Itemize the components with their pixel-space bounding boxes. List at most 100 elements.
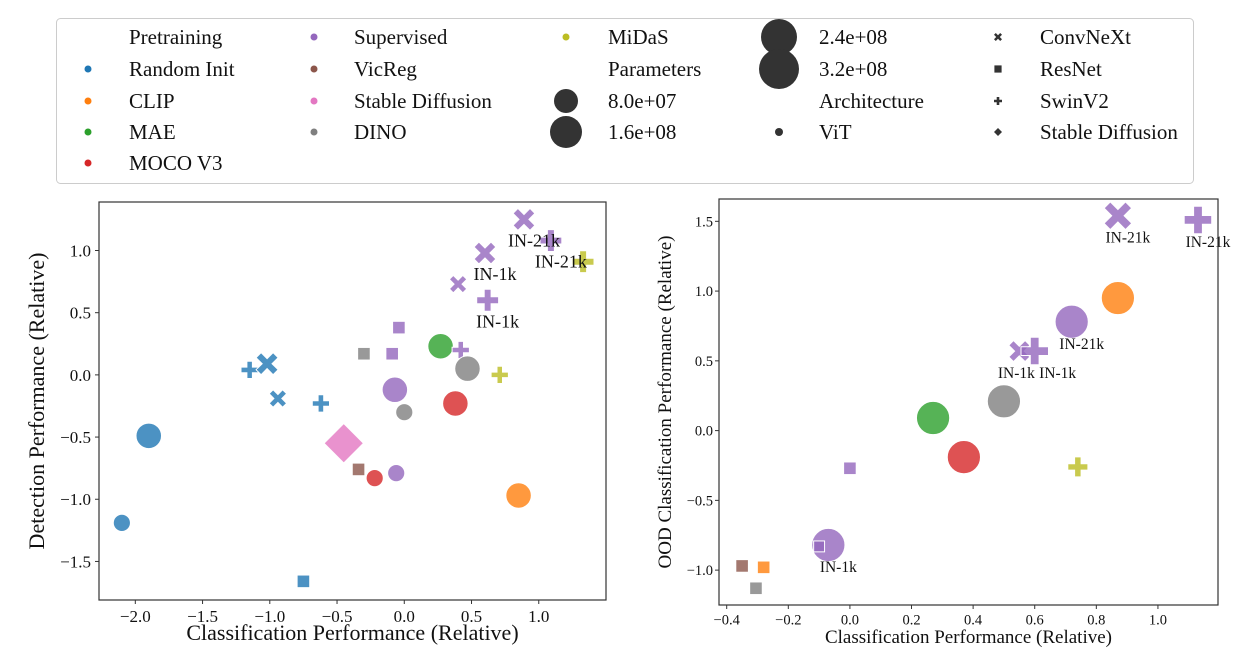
point-dino-vit	[454, 355, 481, 382]
point-supervised-vit	[387, 464, 406, 483]
legend-label-arch-vit: ViT	[819, 120, 852, 144]
legend-label-arch-stable-diffusion: Stable Diffusion	[1040, 120, 1178, 144]
point-random-init-resnet	[296, 574, 311, 589]
point-random-init-vit	[112, 513, 131, 532]
y-axis-label: Detection Performance (Relative)	[24, 253, 49, 550]
point-annotation: IN-1k	[473, 264, 516, 284]
x-tick-label: −0.4	[714, 613, 741, 629]
x-tick-label: 1.0	[528, 607, 549, 626]
legend-label-arch-swinv2: SwinV2	[1040, 89, 1109, 113]
point-midas-swinv2	[571, 250, 595, 274]
legend-label-arch-convnext: ConvNeXt	[1040, 25, 1131, 49]
point-clip-resnet	[756, 560, 771, 575]
legend-size-marker	[761, 19, 797, 55]
legend-label-midas: MiDaS	[608, 25, 669, 49]
legend-title-architecture: Architecture	[819, 89, 924, 113]
x-axis-label: Classification Performance (Relative)	[186, 620, 518, 645]
x-tick-label: 0.0	[394, 607, 415, 626]
legend-arch-marker-resnet	[994, 65, 1002, 73]
point-supervised-convnext	[448, 274, 468, 294]
point-midas-swinv2	[490, 365, 509, 384]
x-tick-label: −1.0	[254, 607, 285, 626]
legend-label-params: 8.0e+07	[608, 89, 676, 113]
x-tick-label: 0.0	[841, 613, 859, 629]
legend-label-stable-diffusion: Stable Diffusion	[354, 89, 492, 113]
x-tick-label: 0.4	[964, 613, 983, 629]
point-mae-vit	[915, 400, 951, 436]
point-annotation: IN-21k	[535, 252, 587, 272]
legend-marker-midas	[562, 33, 570, 41]
point-supervised-vit	[1054, 304, 1089, 339]
x-tick-label: 0.5	[461, 607, 482, 626]
x-tick-label: −0.2	[775, 613, 801, 629]
axes-frame	[98, 201, 607, 601]
point-clip-vit	[1100, 280, 1136, 316]
legend-size-marker	[759, 49, 799, 89]
y-tick-label: −0.5	[687, 493, 713, 509]
legend-arch-marker-convnext	[994, 33, 1002, 41]
y-tick-label: 0.0	[70, 366, 91, 385]
legend-marker-vicreg	[310, 65, 318, 73]
point-random-init-swinv2	[240, 360, 259, 379]
point-supervised-swinv2	[1020, 336, 1049, 366]
point-midas-swinv2	[1067, 456, 1089, 478]
legend-arch-marker-stable-diffusion	[994, 128, 1002, 136]
point-random-init-vit	[135, 422, 163, 450]
point-random-init-convnext	[268, 389, 288, 408]
point-dino-vit	[986, 384, 1022, 419]
legend-label-moco-v3: MOCO V3	[129, 151, 223, 175]
legend-label-clip: CLIP	[129, 89, 175, 113]
x-tick-label: −0.5	[322, 607, 353, 626]
y-tick-label: −1.0	[687, 563, 713, 579]
point-annotation: IN-21k	[1186, 234, 1231, 251]
y-tick-label: 1.0	[695, 284, 713, 300]
y-tick-label: −1.0	[60, 490, 91, 509]
legend-label-vicreg: VicReg	[354, 57, 417, 81]
x-tick-label: 0.6	[1026, 613, 1044, 629]
point-supervised-swinv2	[1183, 205, 1213, 235]
point-dino-resnet	[357, 346, 371, 361]
legend-label-dino: DINO	[354, 120, 407, 144]
legend-marker-supervised	[310, 33, 318, 41]
legend-size-marker	[554, 89, 578, 113]
point-dino-resnet	[749, 581, 763, 596]
point-supervised-vit	[381, 376, 409, 404]
point-supervised-convnext	[473, 241, 497, 265]
point-annotation: IN-1k	[820, 559, 857, 576]
x-tick-label: −2.0	[120, 607, 151, 626]
y-tick-label: 0.0	[695, 424, 713, 440]
legend-label-params: 2.4e+08	[819, 25, 887, 49]
legend-marker-dino	[310, 128, 318, 136]
point-dino-vit	[395, 403, 414, 422]
point-supervised-resnet	[813, 540, 826, 553]
legend-label-mae: MAE	[129, 120, 176, 144]
point-supervised-convnext	[512, 207, 536, 232]
point-annotation: IN-1k	[476, 311, 519, 331]
point-vicreg-resnet	[735, 559, 749, 573]
point-annotation: IN-1k	[1039, 365, 1076, 382]
point-stable-diffusion-stable-diffusion	[323, 422, 365, 464]
axes-frame	[718, 198, 1219, 606]
legend-title-parameters: Parameters	[608, 57, 701, 81]
legend-title-pretraining: Pretraining	[129, 25, 223, 49]
x-axis-label: Classification Performance (Relative)	[825, 627, 1112, 648]
point-supervised-resnet	[843, 461, 857, 476]
legend-marker-random-init	[84, 65, 92, 73]
point-supervised-vit	[811, 527, 846, 563]
point-supervised-swinv2	[476, 288, 500, 312]
x-tick-label: 1.0	[1149, 613, 1167, 629]
point-clip-vit	[505, 482, 532, 509]
y-tick-label: 1.5	[695, 214, 713, 230]
point-supervised-convnext	[1103, 201, 1133, 231]
legend-label-supervised: Supervised	[354, 25, 448, 49]
point-annotation: IN-21k	[1059, 336, 1104, 353]
point-moco-v3-vit	[365, 469, 384, 488]
legend-label-arch-resnet: ResNet	[1040, 57, 1102, 81]
y-tick-label: 0.5	[70, 304, 91, 323]
legend-marker-clip	[84, 97, 92, 105]
legend: Pretraining Random Init CLIP MAE MOCO V3 Sup…	[56, 18, 1194, 184]
legend-label-random-init: Random Init	[129, 57, 235, 81]
point-supervised-resnet	[392, 320, 406, 335]
